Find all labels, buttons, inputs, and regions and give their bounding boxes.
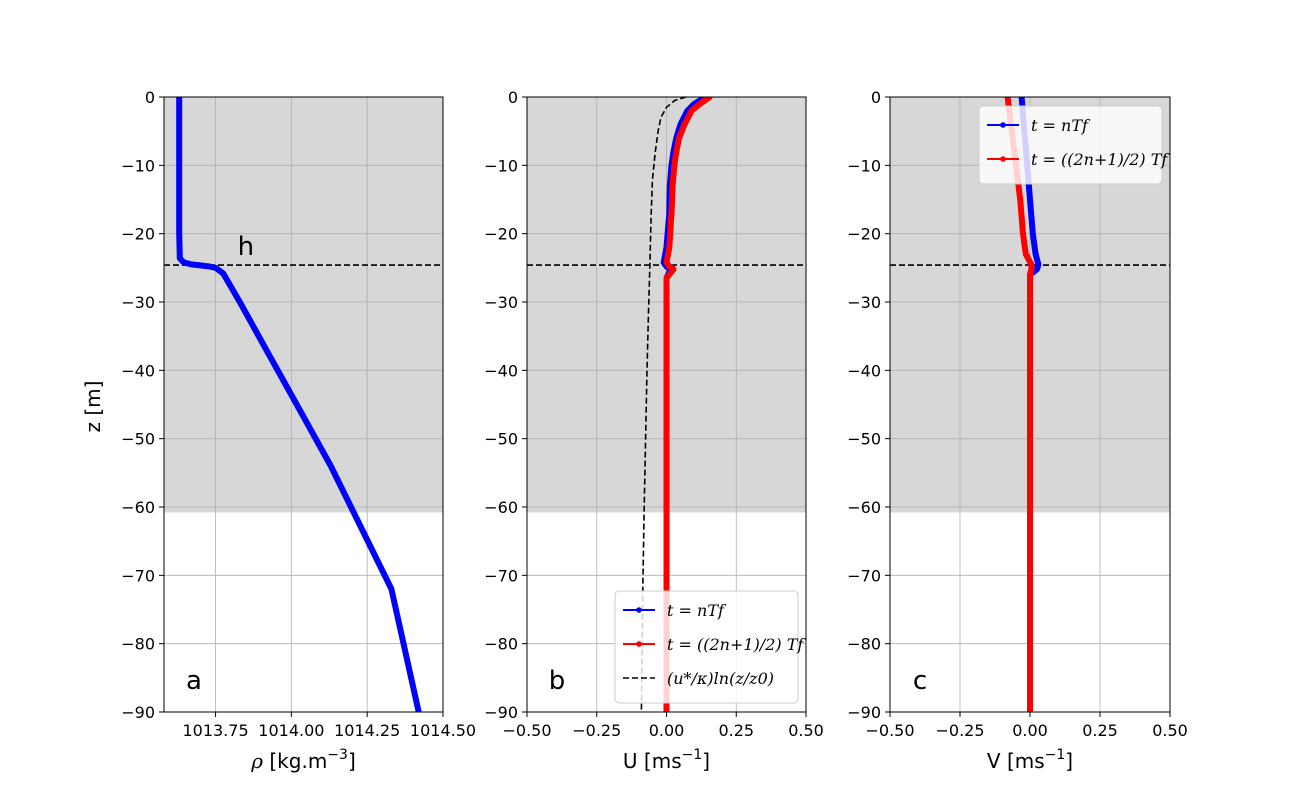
x-tick-label: −0.25 bbox=[935, 721, 984, 740]
legend-box bbox=[614, 590, 799, 704]
annotation-h: h bbox=[238, 232, 254, 262]
y-tick-label: −90 bbox=[121, 703, 155, 722]
legend: t = nTf t = ((2n+1)/2) Tf (u*/κ)ln(z/z0) bbox=[614, 590, 806, 704]
y-tick-label: −60 bbox=[484, 498, 518, 517]
panel-c: −0.50 −0.25 0.00 0.25 0.50 0 −10 −20 −30 −40 −50 −6… bbox=[847, 88, 1188, 773]
legend-marker bbox=[636, 641, 642, 647]
y-tick-label: −30 bbox=[121, 293, 155, 312]
y-tick-label: −50 bbox=[121, 430, 155, 449]
x-tick-label: 1014.50 bbox=[410, 721, 476, 740]
y-tick-label: −70 bbox=[121, 566, 155, 585]
legend-label: t = nTf bbox=[667, 601, 727, 620]
panel-a: 1013.75 1014.00 1014.25 1014.50 0 −10 −20 −30 −4… bbox=[81, 88, 476, 773]
legend-label: (u*/κ)ln(z/z0) bbox=[667, 669, 774, 688]
series-line-1 bbox=[663, 97, 713, 712]
x-tick-label: 0.25 bbox=[1082, 721, 1118, 740]
y-tick-label: −40 bbox=[847, 361, 881, 380]
series-line-2 bbox=[640, 97, 687, 712]
y-tick-label: −20 bbox=[484, 225, 518, 244]
y-tick-label: −80 bbox=[847, 635, 881, 654]
y-tick-label: −40 bbox=[484, 361, 518, 380]
legend-marker bbox=[1000, 122, 1006, 128]
x-tick-label: 0.50 bbox=[788, 721, 824, 740]
x-tick-label: 0.25 bbox=[718, 721, 754, 740]
legend-label: t = nTf bbox=[1031, 116, 1091, 135]
x-axis-label: U [ms−1] bbox=[623, 747, 710, 773]
legend-box bbox=[978, 105, 1163, 185]
y-tick-label: −10 bbox=[847, 156, 881, 175]
y-tick-label: −30 bbox=[484, 293, 518, 312]
legend: t = nTf t = ((2n+1)/2) Tf bbox=[978, 105, 1170, 185]
legend-label: t = ((2n+1)/2) Tf bbox=[1031, 150, 1170, 169]
legend-marker bbox=[1000, 156, 1006, 162]
y-tick-label: −90 bbox=[484, 703, 518, 722]
x-tick-label: 0.00 bbox=[649, 721, 685, 740]
y-axis-label: z [m] bbox=[81, 381, 105, 433]
y-tick-label: −60 bbox=[121, 498, 155, 517]
y-tick-label: −20 bbox=[847, 225, 881, 244]
y-tick-label: 0 bbox=[145, 88, 155, 107]
y-tick-label: −10 bbox=[484, 156, 518, 175]
x-axis-label: ρ [kg.m−3] bbox=[250, 747, 356, 773]
y-tick-label: −40 bbox=[121, 361, 155, 380]
x-tick-label: 1013.75 bbox=[182, 721, 248, 740]
panel-letter: c bbox=[913, 666, 927, 696]
legend-marker bbox=[636, 607, 642, 613]
x-tick-label: 0.00 bbox=[1012, 721, 1048, 740]
panel-letter: b bbox=[549, 666, 566, 696]
y-tick-label: −20 bbox=[121, 225, 155, 244]
x-tick-label: −0.50 bbox=[865, 721, 914, 740]
panel-letter: a bbox=[186, 666, 202, 696]
x-tick-label: 0.50 bbox=[1152, 721, 1188, 740]
y-tick-label: −70 bbox=[847, 566, 881, 585]
y-tick-label: 0 bbox=[508, 88, 518, 107]
y-tick-label: −50 bbox=[484, 430, 518, 449]
panel-b: −0.50 −0.25 0.00 0.25 0.50 0 −10 −20 −30 −40 −50 −6… bbox=[484, 88, 824, 773]
y-tick-label: −50 bbox=[847, 430, 881, 449]
y-tick-label: −80 bbox=[121, 635, 155, 654]
x-axis-label: V [ms−1] bbox=[987, 747, 1073, 773]
shaded-region bbox=[164, 97, 443, 513]
x-tick-label: −0.50 bbox=[502, 721, 551, 740]
legend-label: t = ((2n+1)/2) Tf bbox=[667, 635, 806, 654]
series-line-0 bbox=[176, 97, 422, 712]
x-tick-label: 1014.25 bbox=[334, 721, 400, 740]
x-tick-label: 1014.00 bbox=[258, 721, 324, 740]
x-tick-label: −0.25 bbox=[572, 721, 621, 740]
y-tick-label: −30 bbox=[847, 293, 881, 312]
y-tick-label: −10 bbox=[121, 156, 155, 175]
y-tick-label: −80 bbox=[484, 635, 518, 654]
y-tick-label: 0 bbox=[871, 88, 881, 107]
y-tick-label: −60 bbox=[847, 498, 881, 517]
y-tick-label: −70 bbox=[484, 566, 518, 585]
y-tick-label: −90 bbox=[847, 703, 881, 722]
axes-frame bbox=[163, 96, 444, 713]
